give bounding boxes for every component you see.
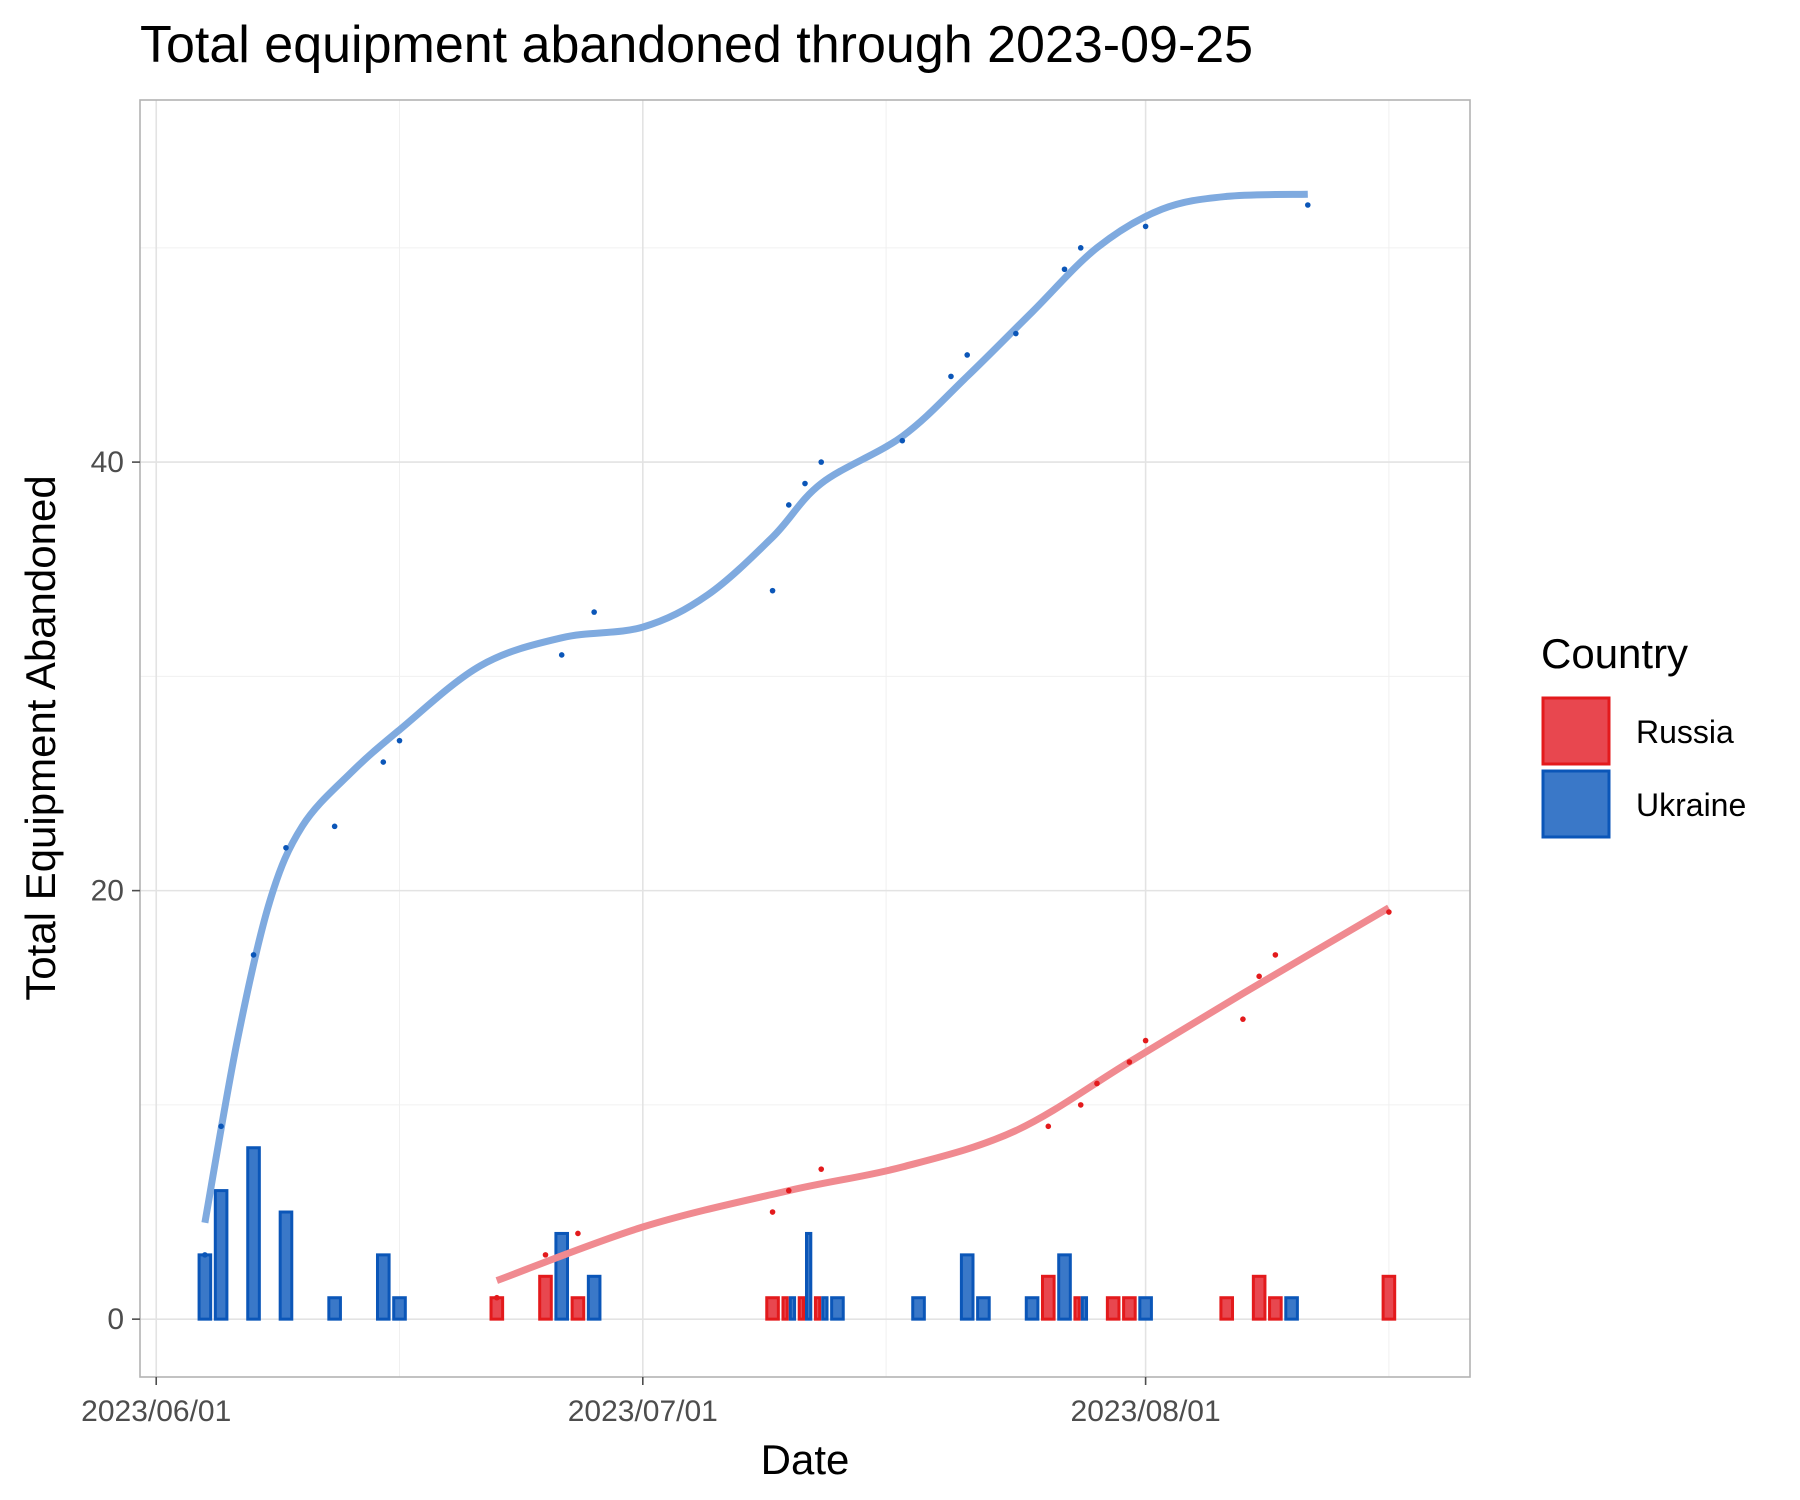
bar-russia-2023-06-22	[489, 1296, 505, 1321]
legend-title: Country	[1541, 630, 1688, 677]
bar-ukraine-2023-06-12	[327, 1296, 342, 1321]
bar-russia-2023-08-16	[1381, 1274, 1397, 1321]
point-russia-2023-08-01	[1142, 1037, 1149, 1044]
legend-key-russia	[1541, 696, 1611, 766]
point-ukraine-2023-07-24	[1013, 330, 1019, 337]
point-russia-2023-08-16	[1386, 909, 1392, 915]
point-ukraine-2023-08-01	[1142, 223, 1149, 230]
point-russia-2023-07-29	[1094, 1080, 1100, 1087]
point-russia-2023-07-28	[1077, 1102, 1084, 1108]
bar-ukraine-2023-06-04	[197, 1253, 213, 1321]
y-tick-label: 0	[107, 1303, 124, 1336]
bar-ukraine-2023-07-28	[1080, 1296, 1089, 1321]
bar-russia-2023-06-27	[570, 1296, 586, 1321]
trend-line-ukraine	[201, 190, 1308, 1224]
y-axis-title: Total Equipment Abandoned	[17, 475, 64, 1000]
bar-ukraine-2023-07-18	[911, 1296, 926, 1321]
bar-russia-2023-07-26	[1040, 1274, 1056, 1321]
bar-russia-2023-08-06	[1219, 1296, 1235, 1321]
bar-ukraine-2023-07-13	[830, 1296, 845, 1321]
x-tick-label: 2023/08/01	[1071, 1395, 1221, 1428]
smooth-lines	[201, 190, 1391, 1284]
point-russia-2023-07-09	[769, 1209, 776, 1215]
point-ukraine-2023-07-20	[948, 373, 954, 380]
bar-russia-2023-07-09	[765, 1296, 780, 1321]
bar-ukraine-2023-07-27	[1057, 1253, 1072, 1321]
point-ukraine-2023-07-21	[964, 352, 970, 358]
bar-ukraine-2023-06-28	[586, 1274, 602, 1321]
point-ukraine-2023-07-12	[818, 459, 825, 465]
x-tick-label: 2023/07/01	[568, 1395, 718, 1428]
bar-russia-2023-06-25	[538, 1274, 553, 1321]
point-ukraine-2023-06-15	[380, 759, 387, 765]
bar-ukraine-2023-07-11	[805, 1231, 813, 1321]
bar-russia-2023-07-12	[813, 1296, 822, 1321]
bar-russia-2023-07-11	[797, 1296, 806, 1321]
legend-label-ukraine: Ukraine	[1636, 787, 1746, 823]
bar-ukraine-2023-07-22	[976, 1296, 991, 1321]
point-ukraine-2023-06-09	[283, 844, 289, 851]
point-russia-2023-06-22	[494, 1294, 500, 1301]
bar-ukraine-2023-08-01	[1138, 1296, 1153, 1321]
bar-ukraine-2023-06-26	[554, 1231, 570, 1321]
legend: Country Russia Ukraine	[1541, 630, 1746, 839]
point-ukraine-2023-06-07	[250, 952, 257, 958]
point-russia-2023-07-12	[818, 1166, 825, 1172]
point-ukraine-2023-06-04	[202, 1252, 208, 1258]
point-russia-2023-08-09	[1272, 952, 1279, 958]
point-russia-2023-08-08	[1256, 973, 1262, 980]
y-tick-label: 20	[91, 875, 124, 908]
daily-bars	[197, 1146, 1397, 1321]
panel-border	[139, 99, 1471, 1378]
point-ukraine-2023-06-16	[396, 737, 403, 744]
bar-russia-2023-08-08	[1251, 1274, 1267, 1321]
bar-ukraine-2023-07-10	[788, 1296, 797, 1321]
bar-ukraine-2023-07-12	[821, 1296, 829, 1321]
x-tick-label: 2023/06/01	[81, 1395, 231, 1428]
bar-russia-2023-07-10	[781, 1296, 789, 1321]
legend-label-russia: Russia	[1636, 714, 1734, 750]
point-ukraine-2023-06-26	[558, 652, 565, 658]
point-ukraine-2023-07-10	[785, 502, 792, 508]
axes: 2023/06/01 2023/07/01 2023/08/01 0 20 40	[81, 446, 1221, 1428]
point-russia-2023-07-26	[1045, 1123, 1052, 1130]
point-ukraine-2023-07-28	[1077, 245, 1084, 251]
point-ukraine-2023-06-12	[331, 823, 338, 830]
y-tick-label: 40	[91, 446, 124, 479]
legend-key-ukraine	[1541, 769, 1611, 839]
point-ukraine-2023-06-05	[218, 1123, 224, 1130]
x-axis-title: Date	[761, 1436, 850, 1483]
bar-ukraine-2023-06-07	[246, 1146, 261, 1321]
bar-russia-2023-07-31	[1122, 1296, 1137, 1321]
bar-ukraine-2023-07-25	[1024, 1296, 1040, 1321]
point-ukraine-2023-07-27	[1061, 266, 1068, 273]
point-ukraine-2023-07-11	[802, 480, 808, 487]
bar-ukraine-2023-06-16	[392, 1296, 407, 1321]
point-russia-2023-07-31	[1126, 1059, 1133, 1065]
point-ukraine-2023-08-11	[1305, 202, 1311, 208]
cumulative-points	[202, 202, 1392, 1301]
bar-ukraine-2023-06-05	[213, 1189, 229, 1321]
bar-russia-2023-08-09	[1268, 1296, 1283, 1321]
trend-line-russia	[495, 904, 1391, 1284]
point-russia-2023-08-07	[1240, 1016, 1246, 1022]
point-ukraine-2023-07-17	[899, 437, 906, 444]
point-russia-2023-06-27	[575, 1230, 581, 1237]
bar-russia-2023-07-30	[1105, 1296, 1121, 1321]
point-russia-2023-07-10	[785, 1187, 792, 1194]
point-ukraine-2023-07-09	[769, 587, 776, 594]
grid	[140, 100, 1470, 1377]
bar-russia-2023-07-28	[1073, 1296, 1081, 1321]
bar-ukraine-2023-06-09	[278, 1210, 294, 1321]
bar-ukraine-2023-07-21	[959, 1253, 975, 1321]
bar-ukraine-2023-06-15	[375, 1253, 391, 1321]
point-russia-2023-06-25	[542, 1252, 549, 1258]
bar-ukraine-2023-08-10	[1284, 1296, 1299, 1321]
point-ukraine-2023-06-28	[591, 609, 597, 615]
chart-title: Total equipment abandoned through 2023-0…	[140, 16, 1253, 74]
